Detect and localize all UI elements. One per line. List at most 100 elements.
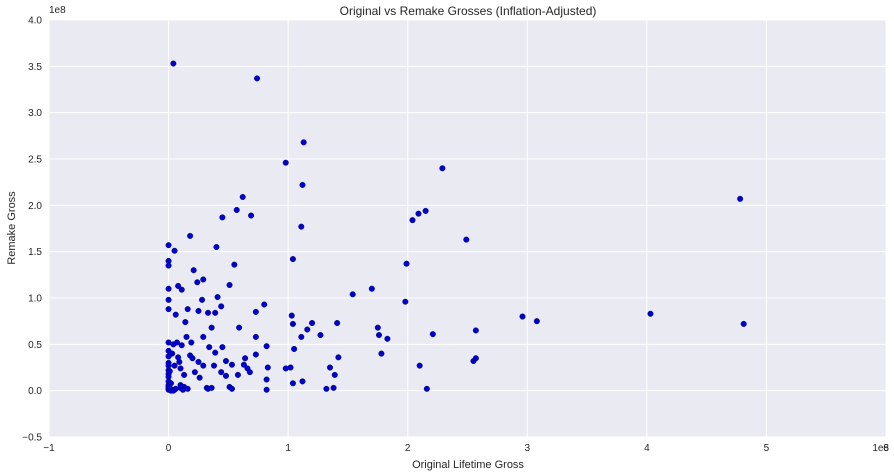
scatter-point	[737, 195, 744, 202]
scatter-point	[331, 371, 338, 378]
scatter-point	[195, 307, 202, 314]
scatter-point	[242, 355, 249, 362]
scatter-point	[199, 296, 206, 303]
scatter-point	[263, 386, 270, 393]
scatter-point	[166, 368, 173, 375]
scatter-point	[222, 372, 229, 379]
scatter-point	[374, 324, 381, 331]
scatter-point	[519, 313, 526, 320]
y-tick-label: 2.0	[28, 201, 42, 212]
scatter-point	[298, 223, 305, 230]
scatter-point	[231, 261, 238, 268]
scatter-point	[463, 236, 470, 243]
scatter-point	[240, 361, 247, 368]
scatter-point	[248, 212, 255, 219]
scatter-point	[181, 371, 188, 378]
scatter-point	[263, 343, 270, 350]
scatter-point	[184, 306, 191, 313]
scatter-point	[219, 214, 226, 221]
x-tick-label: 0	[166, 443, 172, 454]
scatter-point	[368, 285, 375, 292]
scatter-point	[208, 324, 215, 331]
scatter-point	[472, 327, 479, 334]
x-axis-ticks: −1 0 1 2 3 4 5 6	[43, 443, 889, 454]
scatter-point	[323, 385, 330, 392]
scatter-point	[173, 339, 180, 346]
scatter-point	[233, 206, 240, 213]
scatter-point	[330, 384, 337, 391]
scatter-point	[165, 296, 172, 303]
scatter-point	[188, 339, 195, 346]
scatter-point	[206, 344, 213, 351]
scatter-point	[171, 247, 178, 254]
y-tick-label: 1.5	[28, 247, 42, 258]
y-tick-label: 3.0	[28, 108, 42, 119]
scatter-point	[647, 310, 654, 317]
x-tick-label: 4	[644, 443, 650, 454]
scatter-point	[334, 320, 341, 327]
y-tick-label: 3.5	[28, 62, 42, 73]
scatter-point	[196, 374, 203, 381]
scatter-point	[226, 282, 233, 289]
scatter-point	[200, 362, 207, 369]
scatter-point	[214, 294, 221, 301]
scatter-point	[194, 279, 201, 286]
scatter-point	[165, 353, 172, 360]
scatter-point	[236, 324, 243, 331]
x-tick-label: 1	[285, 443, 291, 454]
scatter-point	[208, 384, 215, 391]
scatter-point	[166, 384, 173, 391]
scatter-point	[402, 298, 409, 305]
scatter-point	[165, 242, 172, 249]
scatter-point	[246, 369, 253, 376]
scatter-point	[175, 282, 182, 289]
scatter-point	[533, 318, 540, 325]
scatter-point	[415, 210, 422, 217]
x-axis-offset-label: 1e8	[872, 443, 889, 454]
scatter-point	[317, 332, 324, 339]
y-axis-ticks: −0.5 0.0 0.5 1.0 1.5 2.0 2.5 3.0 3.5 4.0	[22, 16, 42, 444]
scatter-point	[171, 362, 178, 369]
scatter-point	[289, 256, 296, 263]
scatter-point	[409, 217, 416, 224]
scatter-point	[212, 309, 219, 316]
scatter-point	[299, 378, 306, 385]
scatter-point	[470, 358, 477, 365]
scatter-point	[165, 306, 172, 313]
scatter-point	[376, 332, 383, 339]
scatter-point	[300, 139, 307, 146]
scatter-point	[282, 159, 289, 166]
scatter-point	[211, 362, 218, 369]
scatter-point	[189, 355, 196, 362]
y-axis-offset-label: 1e8	[49, 5, 66, 16]
scatter-point	[289, 380, 296, 387]
scatter-point	[228, 385, 235, 392]
scatter-point	[403, 260, 410, 267]
scatter-point	[298, 333, 305, 340]
scatter-point	[740, 320, 747, 327]
scatter-point	[422, 207, 429, 214]
scatter-point	[218, 303, 225, 310]
scatter-point	[416, 362, 423, 369]
scatter-point	[309, 320, 316, 327]
scatter-point	[252, 333, 259, 340]
plot-background	[49, 20, 886, 437]
y-tick-label: 2.5	[28, 155, 42, 166]
data-points	[165, 60, 747, 394]
scatter-point	[187, 232, 194, 239]
x-tick-label: 3	[525, 443, 531, 454]
scatter-point	[170, 60, 177, 67]
scatter-point	[228, 361, 235, 368]
scatter-point	[205, 309, 212, 316]
scatter-point	[200, 333, 207, 340]
x-tick-label: 6	[883, 443, 889, 454]
scatter-point	[299, 181, 306, 188]
scatter-point	[261, 301, 268, 308]
scatter-point	[178, 286, 185, 293]
scatter-point	[219, 344, 226, 351]
x-tick-label: −1	[43, 443, 55, 454]
scatter-point	[176, 358, 183, 365]
scatter-point	[384, 335, 391, 342]
y-tick-label: 1.0	[28, 294, 42, 305]
